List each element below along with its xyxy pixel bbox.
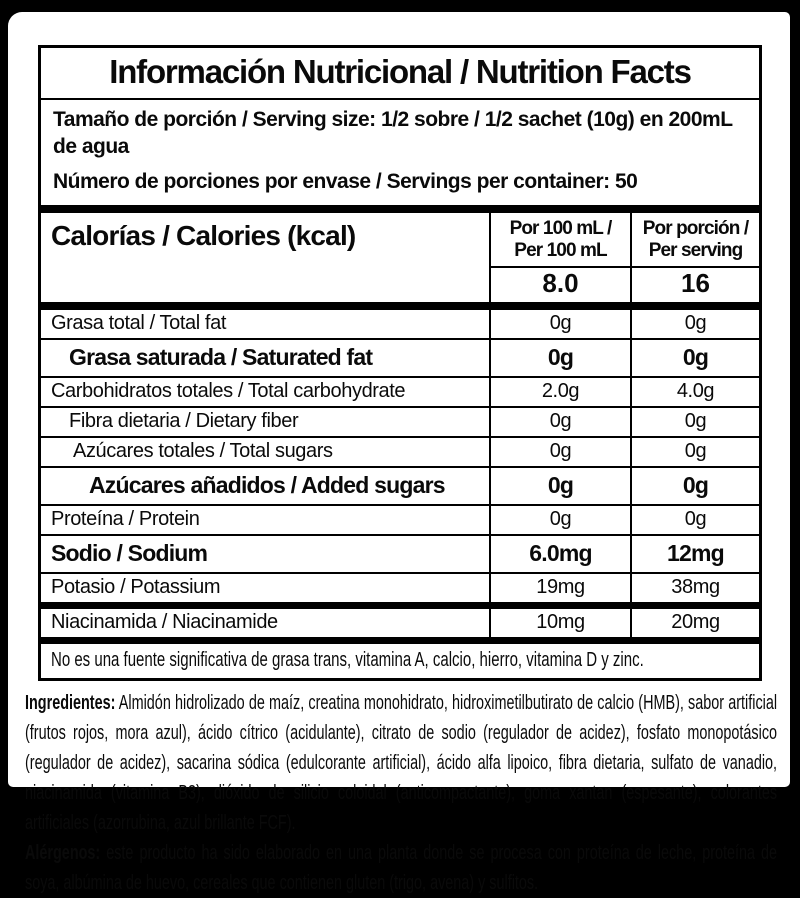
calories-section: Calorías / Calories (kcal) Por 100 mL / …: [41, 212, 759, 303]
ingredients-text: Almidón hidrolizado de maíz, creatina mo…: [25, 692, 778, 835]
nutrient-value-per-serving: 20mg: [630, 609, 759, 638]
table-row-added-sugars: Azúcares añadidos / Added sugars 0g 0g: [41, 466, 759, 505]
calories-value-per-100ml: 8.0: [489, 268, 630, 303]
nutrient-value-per-100ml: 0g: [489, 340, 630, 377]
allergens-label: Alérgenos:: [25, 842, 101, 865]
table-row-saturated-fat: Grasa saturada / Saturated fat 0g 0g: [41, 338, 759, 377]
allergens-text: este producto ha sido elaborado en una p…: [25, 842, 778, 895]
nutrient-name: Azúcares añadidos / Added sugars: [89, 472, 446, 499]
nutrient-name: Fibra dietaria / Dietary fiber: [69, 410, 299, 433]
nutrient-value-per-100ml: 6.0mg: [489, 536, 630, 573]
table-row-sodium: Sodio / Sodium 6.0mg 12mg: [41, 534, 759, 573]
nutrient-value-per-serving: 12mg: [630, 536, 759, 573]
footnote-text: No es una fuente significativa de grasa …: [51, 649, 644, 672]
nutrient-name: Proteína / Protein: [51, 508, 200, 531]
nutrient-value-per-serving: 0g: [630, 310, 759, 339]
nutrition-label-card: Información Nutricional / Nutrition Fact…: [8, 12, 790, 894]
ingredients-label: Ingredientes:: [25, 692, 116, 715]
serving-size-text: Tamaño de porción / Serving size: 1/2 so…: [53, 108, 733, 158]
table-row-total-fat: Grasa total / Total fat 0g 0g: [41, 310, 759, 339]
nutrient-name: Grasa total / Total fat: [51, 312, 226, 335]
nutrient-value-per-100ml: 0g: [489, 310, 630, 339]
table-row-total-carbohydrate: Carbohidratos totales / Total carbohydra…: [41, 376, 759, 407]
nutrient-value-per-100ml: 19mg: [489, 574, 630, 603]
table-row-protein: Proteína / Protein 0g 0g: [41, 504, 759, 535]
calories-label: Calorías / Calories (kcal): [51, 219, 356, 251]
nutrient-value-per-100ml: 2.0g: [489, 378, 630, 407]
nutrient-value-per-serving: 0g: [630, 340, 759, 377]
thick-divider-bar: [41, 204, 759, 213]
nutrient-value-per-serving: 0g: [630, 506, 759, 535]
column-header-per-serving: Por porción / Per serving: [630, 212, 759, 269]
column-header-per-100ml: Por 100 mL / Per 100 mL: [489, 212, 630, 269]
thick-divider-bar: [41, 302, 759, 311]
calories-value-per-serving: 16: [630, 268, 759, 303]
nutrient-value-per-serving: 0g: [630, 408, 759, 437]
table-row-dietary-fiber: Fibra dietaria / Dietary fiber 0g 0g: [41, 406, 759, 437]
label-text-block: Ingredientes: Almidón hidrolizado de maí…: [25, 688, 777, 898]
table-row-potassium: Potasio / Potassium 19mg 38mg: [41, 572, 759, 603]
nutrient-name: Sodio / Sodium: [51, 540, 208, 567]
nutrient-value-per-100ml: 0g: [489, 408, 630, 437]
nutrient-value-per-serving: 0g: [630, 438, 759, 467]
nutrient-value-per-serving: 4.0g: [630, 378, 759, 407]
nutrient-name: Niacinamida / Niacinamide: [51, 611, 278, 634]
nutrient-value-per-100ml: 10mg: [489, 609, 630, 638]
nutrient-rows: Grasa total / Total fat 0g 0g Grasa satu…: [41, 310, 759, 603]
ingredients-paragraph: Ingredientes: Almidón hidrolizado de maí…: [25, 688, 777, 838]
nutrient-value-per-100ml: 0g: [489, 468, 630, 505]
nutrient-value-per-serving: 0g: [630, 468, 759, 505]
nutrient-name: Carbohidratos totales / Total carbohydra…: [51, 380, 406, 403]
thick-divider-bar: [41, 602, 759, 610]
nutrient-value-per-100ml: 0g: [489, 438, 630, 467]
nutrient-name: Azúcares totales / Total sugars: [73, 440, 333, 463]
table-row-total-sugars: Azúcares totales / Total sugars 0g 0g: [41, 436, 759, 467]
serving-info: Tamaño de porción / Serving size: 1/2 so…: [41, 100, 759, 205]
allergens-paragraph: Alérgenos: este producto ha sido elabora…: [25, 838, 777, 898]
servings-per-container-text: Número de porciones por envase / Serving…: [53, 169, 638, 193]
label-title: Información Nutricional / Nutrition Fact…: [41, 48, 759, 100]
footnote-row: No es una fuente significativa de grasa …: [41, 644, 759, 678]
table-row-niacinamide: Niacinamida / Niacinamide 10mg 20mg: [41, 609, 759, 638]
nutrient-name: Potasio / Potassium: [51, 576, 221, 599]
nutrition-facts-table: Información Nutricional / Nutrition Fact…: [38, 45, 762, 682]
thick-divider-bar: [41, 637, 759, 645]
nutrient-value-per-serving: 38mg: [630, 574, 759, 603]
nutrient-name: Grasa saturada / Saturated fat: [69, 344, 373, 371]
nutrient-value-per-100ml: 0g: [489, 506, 630, 535]
